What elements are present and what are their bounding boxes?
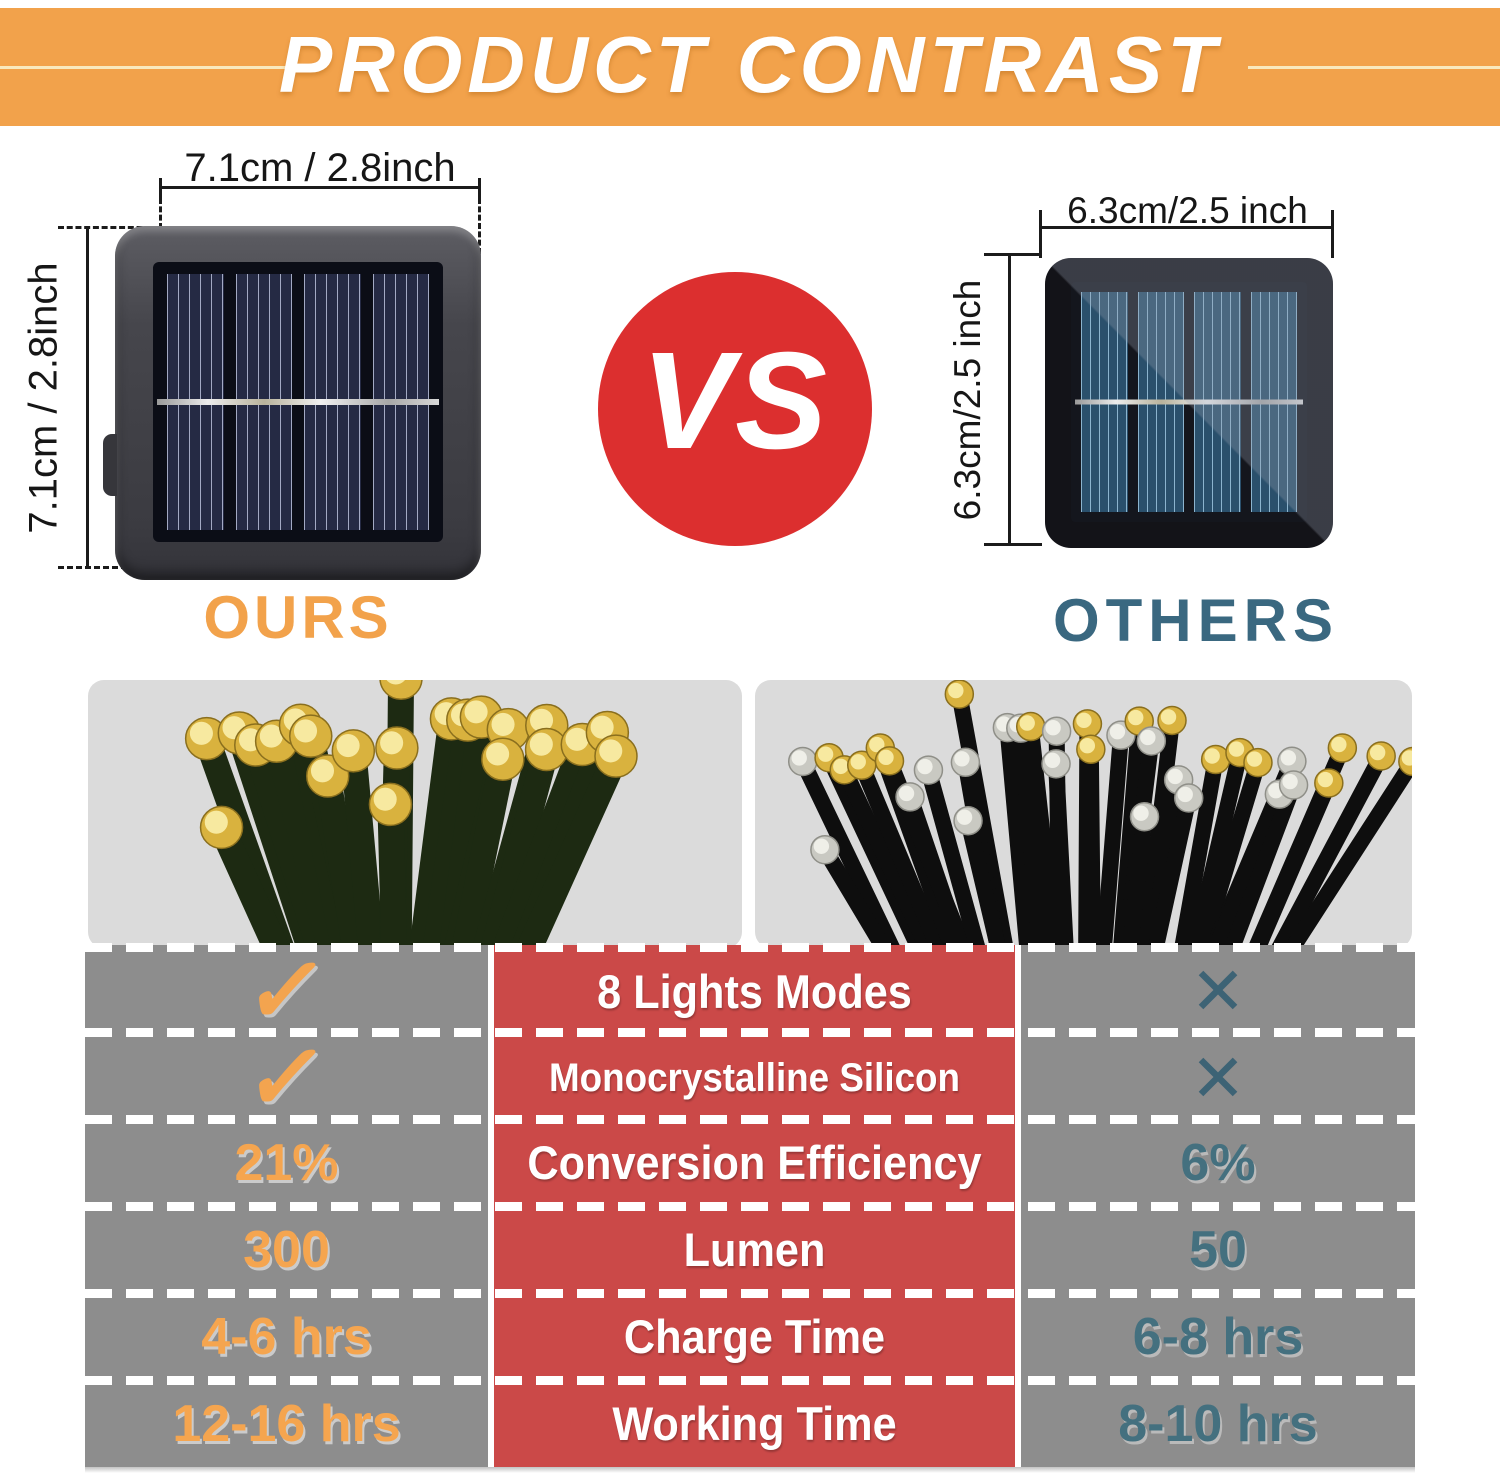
others-value-cell: 8-10 hrs xyxy=(1118,1394,1318,1453)
dimension-tick xyxy=(478,178,481,198)
vs-badge: VS xyxy=(598,272,872,546)
check-icon: ✓ xyxy=(238,1027,335,1129)
others-value-cell: 6-8 hrs xyxy=(1132,1307,1304,1366)
panel-side-button xyxy=(103,434,117,496)
row-separator xyxy=(85,943,1415,952)
dimension-line xyxy=(86,228,89,568)
ours-value-cell: 300 xyxy=(243,1220,330,1279)
feature-cell: Monocrystalline Silicon xyxy=(548,1056,961,1100)
table-row: 12-16 hrs Working Time 8-10 hrs xyxy=(85,1380,1415,1467)
row-separator xyxy=(85,1115,1415,1124)
ours-solar-cells xyxy=(153,262,443,542)
ours-product-photo xyxy=(88,680,742,948)
others-label: OTHERS xyxy=(1052,587,1340,654)
check-icon: ✓ xyxy=(238,940,335,1042)
feature-cell: Conversion Efficiency xyxy=(527,1136,982,1189)
dimension-tick xyxy=(984,543,1042,546)
table-row: 4-6 hrs Charge Time 6-8 hrs xyxy=(85,1293,1415,1380)
row-separator xyxy=(85,1289,1415,1298)
feature-cell: Lumen xyxy=(683,1223,826,1276)
dimension-tick xyxy=(1039,210,1042,258)
panel-glare xyxy=(1045,258,1333,548)
dimension-line xyxy=(1008,255,1011,545)
row-separator xyxy=(85,1028,1415,1037)
banner-rule-left xyxy=(0,66,298,69)
solar-busbar xyxy=(1075,399,1303,405)
row-separator xyxy=(85,1202,1415,1211)
others-string-lights-image xyxy=(787,680,1412,948)
others-solar-panel xyxy=(1045,258,1333,548)
banner-rule-right xyxy=(1248,66,1500,69)
table-row: ✓ Monocrystalline Silicon ✕ xyxy=(85,1027,1415,1129)
others-solar-cells xyxy=(1071,282,1307,522)
ours-label: OURS xyxy=(203,584,393,651)
solar-busbar xyxy=(157,399,439,405)
others-value-cell: 50 xyxy=(1189,1220,1247,1279)
ours-solar-panel xyxy=(103,226,481,580)
ours-value-cell: 12-16 hrs xyxy=(172,1394,401,1453)
dimension-tick xyxy=(58,566,136,569)
ours-height-dimension-label: 7.1cm / 2.8inch xyxy=(21,262,66,534)
feature-cell: Charge Time xyxy=(623,1310,886,1363)
dimension-line xyxy=(160,186,480,189)
table-row: 300 Lumen 50 xyxy=(85,1206,1415,1293)
others-product-photo xyxy=(755,680,1412,948)
page-title: PRODUCT CONTRAST xyxy=(278,20,1222,110)
table-row: ✓ 8 Lights Modes ✕ xyxy=(85,940,1415,1042)
others-width-dimension-label: 6.3cm/2.5 inch xyxy=(1067,190,1308,231)
others-value-cell: 6% xyxy=(1180,1133,1256,1192)
ours-width-dimension-label: 7.1cm / 2.8inch xyxy=(184,146,456,190)
table-row: 21% Conversion Efficiency 6% xyxy=(85,1119,1415,1206)
feature-cell: Working Time xyxy=(612,1397,897,1450)
row-separator xyxy=(85,1376,1415,1385)
ours-value-cell: 4-6 hrs xyxy=(201,1307,372,1366)
dimension-tick xyxy=(159,178,162,198)
ours-value-cell: 21% xyxy=(234,1133,339,1192)
dimension-line xyxy=(1040,226,1333,229)
feature-cell: 8 Lights Modes xyxy=(597,964,912,1018)
ours-string-lights-image xyxy=(184,680,638,948)
dimension-tick xyxy=(58,226,160,229)
cross-icon: ✕ xyxy=(1190,954,1246,1028)
dimension-tick xyxy=(1331,210,1334,258)
banner: PRODUCT CONTRAST xyxy=(0,8,1500,126)
cross-icon: ✕ xyxy=(1190,1041,1246,1115)
dimension-tick xyxy=(984,253,1042,256)
table-shadow xyxy=(85,1467,1415,1473)
dimension-tick xyxy=(478,198,481,254)
others-height-dimension-label: 6.3cm/2.5 inch xyxy=(947,279,988,521)
vs-label: VS xyxy=(640,323,830,478)
comparison-table: ✓ 8 Lights Modes ✕ ✓ Monocrystalline Sil… xyxy=(85,940,1415,1467)
